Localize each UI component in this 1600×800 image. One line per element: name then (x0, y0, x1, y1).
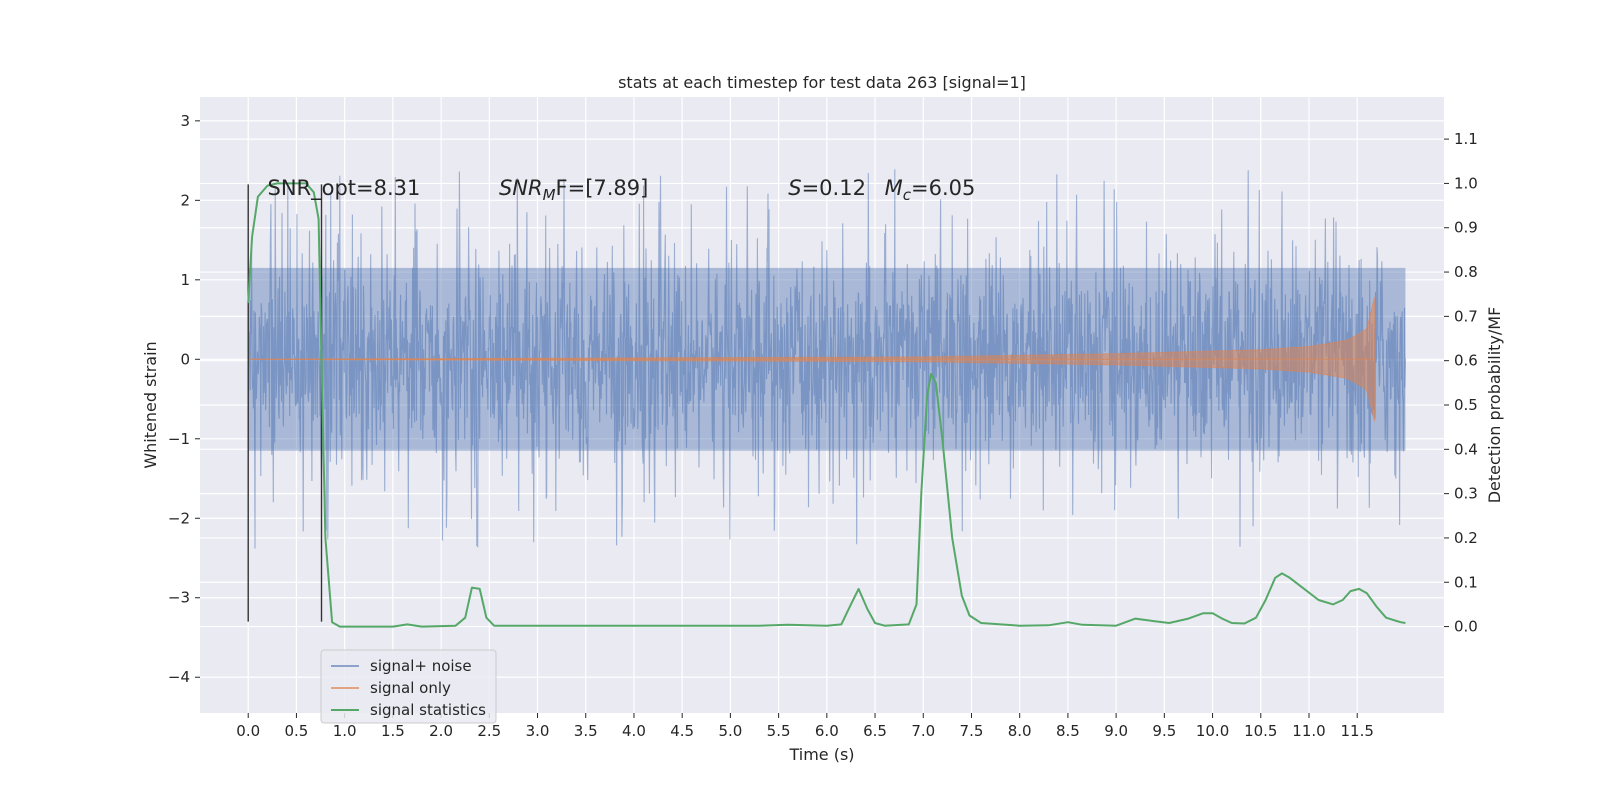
x-axis-label: Time (s) (788, 745, 854, 764)
y2-tick-label: 1.1 (1454, 130, 1478, 148)
y2-tick-label: 0.5 (1454, 396, 1478, 414)
legend: signal+ noise signal only signal statistic… (320, 649, 497, 724)
y2-tick-label: 0.8 (1454, 263, 1478, 281)
y-tick-label: 0 (180, 350, 190, 368)
x-tick-label: 0.5 (285, 722, 309, 740)
x-tick-label: 6.5 (863, 722, 887, 740)
x-tick-label: 8.5 (1056, 722, 1080, 740)
y-tick-label: −3 (168, 589, 190, 607)
legend-label: signal only (370, 679, 451, 697)
x-tick-label: 11.0 (1292, 722, 1325, 740)
y2-tick-label: 1.0 (1454, 174, 1478, 192)
y2-tick-label: 0.7 (1454, 307, 1478, 325)
x-tick-label: 9.0 (1104, 722, 1128, 740)
x-tick-label: 2.0 (429, 722, 453, 740)
x-tick-label: 6.0 (815, 722, 839, 740)
y-tick-label: −2 (168, 509, 190, 527)
x-tick-label: 8.0 (1008, 722, 1032, 740)
y-axis-label: Whitened strain (141, 341, 160, 468)
y2-tick-label: 0.2 (1454, 529, 1478, 547)
x-tick-label: 5.0 (718, 722, 742, 740)
legend-label: signal statistics (370, 701, 486, 719)
x-tick-label: 4.5 (670, 722, 694, 740)
x-tick-label: 9.5 (1152, 722, 1176, 740)
legend-box (320, 649, 497, 724)
x-tick-label: 3.0 (526, 722, 550, 740)
y2-tick-label: 0.9 (1454, 219, 1478, 237)
y-tick-label: −1 (168, 430, 190, 448)
y2-tick-label: 0.3 (1454, 485, 1478, 503)
legend-label: signal+ noise (370, 657, 472, 675)
series-signal-statistics (247, 182, 1406, 628)
x-tick-label: 2.5 (477, 722, 501, 740)
x-tick-label: 4.0 (622, 722, 646, 740)
y2-axis-label: Detection probability/MF (1485, 307, 1504, 504)
x-tick-label: 10.5 (1244, 722, 1277, 740)
x-tick-label: 11.5 (1341, 722, 1374, 740)
annotation-text: S=0.12 (788, 176, 866, 200)
y-tick-label: 1 (180, 271, 190, 289)
series-signal-noise (247, 169, 1406, 549)
annotations: SNR_opt=8.31 SNRMF=[7.89] S=0.12 Mc=6.05 (268, 176, 976, 204)
y-tick-label: 3 (180, 112, 190, 130)
y-tick-label: 2 (180, 191, 190, 209)
y2-tick-label: 0.1 (1454, 573, 1478, 591)
x-tick-label: 1.5 (381, 722, 405, 740)
y-axis-ticks: −4 −3 −2 −1 0 1 2 3 (168, 112, 200, 686)
y2-tick-label: 0.4 (1454, 440, 1478, 458)
x-tick-label: 0.0 (236, 722, 260, 740)
x-tick-label: 10.0 (1196, 722, 1229, 740)
y2-axis-ticks: 0.0 0.1 0.2 0.3 0.4 0.5 0.6 0.7 0.8 0.9 1.0 1.1 (1444, 130, 1478, 636)
y2-tick-label: 0.0 (1454, 618, 1478, 636)
x-tick-label: 7.5 (960, 722, 984, 740)
annotation-text: Mc=6.05 (885, 176, 976, 204)
annotation-text: SNRMF=[7.89] (499, 176, 648, 204)
x-tick-label: 3.5 (574, 722, 598, 740)
plot-series (247, 169, 1406, 628)
y2-tick-label: 0.6 (1454, 352, 1478, 370)
x-tick-label: 7.0 (911, 722, 935, 740)
y-tick-label: −4 (168, 668, 190, 686)
annotation-text: SNR_opt=8.31 (268, 176, 421, 201)
x-tick-label: 1.0 (333, 722, 357, 740)
x-tick-label: 5.5 (767, 722, 791, 740)
chart-title: stats at each timestep for test data 263… (618, 73, 1026, 92)
x-axis-ticks: 0.0 0.5 1.0 1.5 2.0 2.5 3.0 3.5 4.0 4.5 5.0 5.5 6.0 6… (236, 713, 1374, 740)
